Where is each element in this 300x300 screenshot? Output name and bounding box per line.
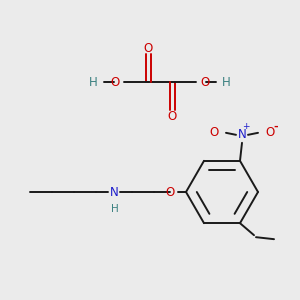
Text: O: O bbox=[167, 110, 177, 122]
Text: O: O bbox=[265, 126, 274, 139]
Text: N: N bbox=[238, 128, 246, 141]
Text: O: O bbox=[143, 41, 153, 55]
Text: -: - bbox=[273, 122, 278, 132]
Text: O: O bbox=[166, 185, 175, 199]
Text: O: O bbox=[210, 126, 219, 139]
Text: +: + bbox=[242, 122, 250, 131]
Text: H: H bbox=[222, 76, 231, 88]
Text: H: H bbox=[89, 76, 98, 88]
Text: O: O bbox=[111, 76, 120, 88]
Text: O: O bbox=[200, 76, 209, 88]
Text: H: H bbox=[111, 204, 119, 214]
Text: N: N bbox=[110, 185, 118, 199]
